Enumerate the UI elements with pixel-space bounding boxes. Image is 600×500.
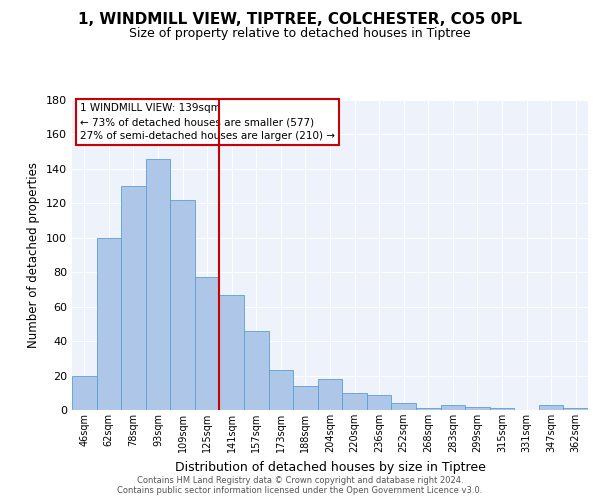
Text: Size of property relative to detached houses in Tiptree: Size of property relative to detached ho… (129, 28, 471, 40)
Bar (318, 379, 342, 410)
Bar (465, 406, 490, 410)
Text: 1 WINDMILL VIEW: 139sqm
← 73% of detached houses are smaller (577)
27% of semi-d: 1 WINDMILL VIEW: 139sqm ← 73% of detache… (80, 103, 335, 141)
Y-axis label: Number of detached properties: Number of detached properties (28, 162, 40, 348)
Text: Contains HM Land Registry data © Crown copyright and database right 2024.: Contains HM Land Registry data © Crown c… (137, 476, 463, 485)
Bar (170, 200, 195, 410)
Bar (416, 408, 440, 410)
Bar (440, 405, 465, 410)
Text: 1, WINDMILL VIEW, TIPTREE, COLCHESTER, CO5 0PL: 1, WINDMILL VIEW, TIPTREE, COLCHESTER, C… (78, 12, 522, 28)
Bar (269, 370, 293, 410)
Bar (244, 331, 269, 410)
Bar (97, 238, 121, 410)
Bar (539, 405, 563, 410)
Bar (121, 186, 146, 410)
Bar (146, 158, 170, 410)
Bar (342, 393, 367, 410)
Bar (220, 294, 244, 410)
Bar (490, 408, 514, 410)
Bar (391, 403, 416, 410)
Bar (195, 278, 220, 410)
Bar (563, 408, 588, 410)
X-axis label: Distribution of detached houses by size in Tiptree: Distribution of detached houses by size … (175, 460, 485, 473)
Bar (72, 376, 97, 410)
Bar (293, 386, 318, 410)
Text: Contains public sector information licensed under the Open Government Licence v3: Contains public sector information licen… (118, 486, 482, 495)
Bar (367, 394, 391, 410)
